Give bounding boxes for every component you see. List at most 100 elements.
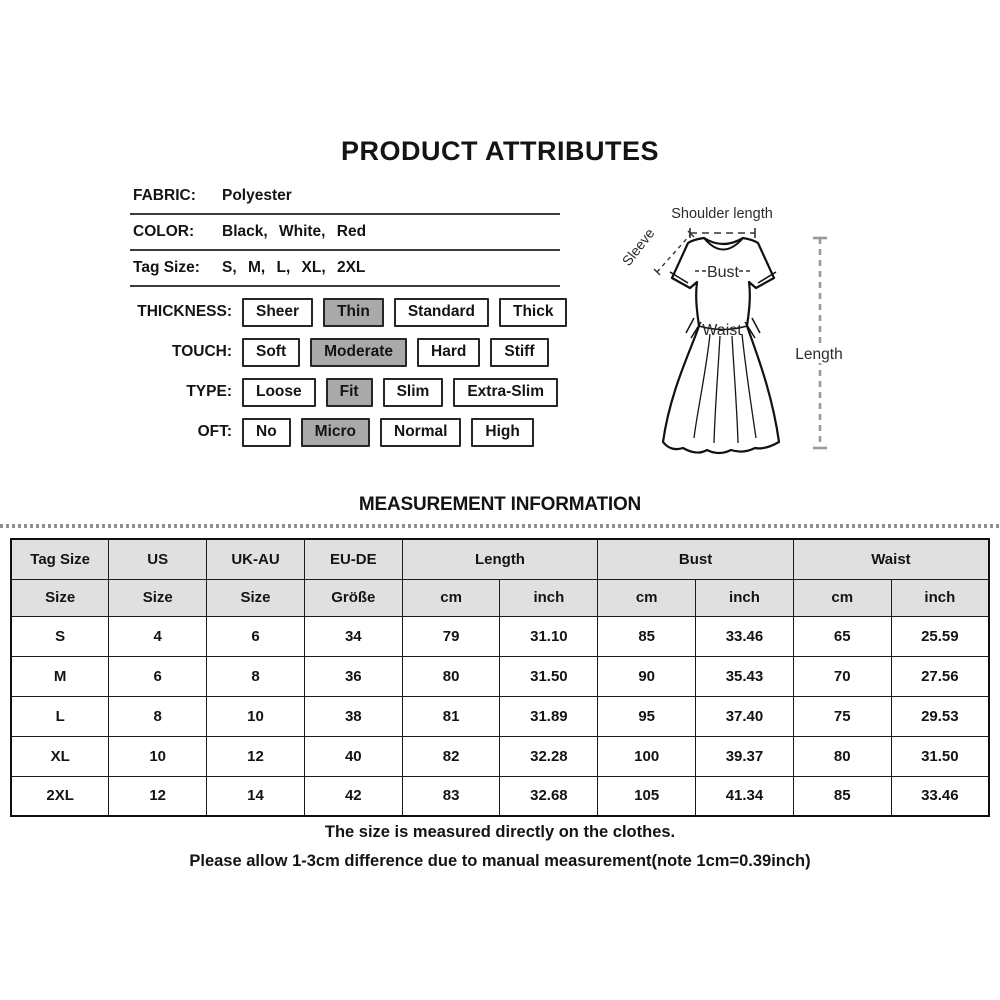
chip-option: No [242, 417, 291, 447]
table-cell: L [10, 695, 110, 737]
chip-option-selected: Moderate [310, 337, 408, 367]
attr-value: Black, White, Red [222, 223, 367, 240]
chip-option-selected: Fit [325, 377, 373, 407]
table-cell: 65 [792, 615, 892, 657]
table-cell: 31.50 [499, 655, 599, 697]
diagram-label-shoulder: Shoulder length [671, 206, 773, 222]
diagram-label-bust: Bust [707, 264, 740, 281]
table-header-row-1: Tag Size US UK-AU EU-DE Length Bust Wais… [10, 538, 990, 580]
page-title: PRODUCT ATTRIBUTES [341, 136, 659, 166]
table-header-cell: UK-AU [206, 538, 305, 580]
table-cell: 12 [206, 735, 305, 777]
table-cell: 31.10 [499, 615, 599, 657]
attr-label: Tag Size: [133, 259, 200, 276]
chip-option: Normal [380, 417, 462, 447]
table-cell: 6 [206, 615, 305, 657]
table-cell: 82 [401, 735, 501, 777]
table-header-cell: EU-DE [303, 538, 403, 580]
table-cell: 33.46 [890, 775, 990, 817]
attribute-chip-section: THICKNESS: Sheer Thin Standard Thick TOU… [112, 297, 568, 457]
chip-option-selected: Micro [300, 417, 371, 447]
table-cell: 81 [401, 695, 501, 737]
size-table: Tag Size US UK-AU EU-DE Length Bust Wais… [10, 538, 990, 817]
attr-row-fabric: FABRIC: Polyester [130, 186, 560, 215]
chip-option: Hard [417, 337, 481, 367]
table-cell: 80 [401, 655, 501, 697]
table-cell: 29.53 [890, 695, 990, 737]
dotted-divider [0, 524, 1000, 528]
note-line: The size is measured directly on the clo… [324, 823, 676, 841]
table-header-cell: Größe [303, 578, 403, 617]
table-cell: 105 [597, 775, 697, 817]
table-cell: 95 [597, 695, 697, 737]
chip-row-label: TOUCH: [172, 343, 232, 360]
table-cell: 34 [303, 615, 403, 657]
table-cell: 32.28 [499, 735, 599, 777]
diagram-label-sleeve: Sleeve [619, 225, 658, 269]
table-cell: 31.89 [499, 695, 599, 737]
table-cell: 10 [108, 735, 208, 777]
chip-option: Sheer [242, 297, 314, 327]
chip-option: Stiff [490, 337, 549, 367]
table-cell: 80 [792, 735, 892, 777]
table-cell: 38 [303, 695, 403, 737]
table-header-cell: cm [597, 578, 697, 617]
table-cell: 83 [401, 775, 501, 817]
table-row: M 6 8 36 80 31.50 90 35.43 70 27.56 [10, 655, 990, 697]
table-cell: 32.68 [499, 775, 599, 817]
product-attributes-section: FABRIC: Polyester COLOR: Black, White, R… [130, 186, 560, 294]
chip-row-label: THICKNESS: [137, 303, 232, 320]
table-cell: 2XL [10, 775, 110, 817]
table-header-cell: cm [792, 578, 892, 617]
table-header-cell: Size [108, 578, 208, 617]
table-header-cell: inch [890, 578, 990, 617]
diagram-label-waist: Waist [702, 322, 742, 339]
measurement-notes: The size is measured directly on the clo… [0, 818, 1000, 876]
table-cell: 4 [108, 615, 208, 657]
table-row: S 4 6 34 79 31.10 85 33.46 65 25.59 [10, 615, 990, 657]
table-header-cell: Size [206, 578, 305, 617]
table-header-cell: cm [401, 578, 501, 617]
table-cell: 75 [792, 695, 892, 737]
table-cell: 6 [108, 655, 208, 697]
table-cell: 42 [303, 775, 403, 817]
table-header-cell: Length [401, 538, 599, 580]
attr-label: COLOR: [133, 223, 195, 240]
table-header-row-2: Size Size Size Größe cm inch cm inch cm … [10, 578, 990, 617]
table-header-cell: US [108, 538, 208, 580]
chip-option: Loose [242, 377, 316, 407]
table-cell: S [10, 615, 110, 657]
table-cell: 33.46 [695, 615, 794, 657]
chip-option: Slim [382, 377, 444, 407]
table-row: L 8 10 38 81 31.89 95 37.40 75 29.53 [10, 695, 990, 737]
chip-row-thickness: THICKNESS: Sheer Thin Standard Thick [112, 297, 568, 327]
table-cell: XL [10, 735, 110, 777]
attr-value: Polyester [222, 187, 292, 204]
table-header-cell: Bust [597, 538, 794, 580]
table-row: XL 10 12 40 82 32.28 100 39.37 80 31.50 [10, 735, 990, 777]
dress-diagram: Shoulder length Sleeve Bust Waist [619, 206, 846, 455]
table-cell: 37.40 [695, 695, 794, 737]
table-cell: 90 [597, 655, 697, 697]
table-header-cell: Waist [792, 538, 990, 580]
chip-row-label: TYPE: [186, 383, 232, 400]
table-cell: 27.56 [890, 655, 990, 697]
attr-label: FABRIC: [133, 187, 196, 204]
chip-option: Thick [499, 297, 568, 327]
table-row: 2XL 12 14 42 83 32.68 105 41.34 85 33.46 [10, 775, 990, 817]
chip-row-touch: TOUCH: Soft Moderate Hard Stiff [112, 337, 567, 367]
table-cell: 39.37 [695, 735, 794, 777]
measurement-section-title: MEASUREMENT INFORMATION [358, 494, 642, 515]
attr-row-color: COLOR: Black, White, Red [130, 222, 560, 251]
table-cell: 35.43 [695, 655, 794, 697]
chip-option: High [471, 417, 534, 447]
chip-row-oft: OFT: No Micro Normal High [112, 417, 567, 447]
chip-option-selected: Thin [323, 297, 384, 327]
table-cell: 40 [303, 735, 403, 777]
table-cell: 12 [108, 775, 208, 817]
table-cell: 79 [401, 615, 501, 657]
table-cell: 14 [206, 775, 305, 817]
table-cell: 8 [108, 695, 208, 737]
chip-row-type: TYPE: Loose Fit Slim Extra-Slim [112, 377, 567, 407]
table-cell: 36 [303, 655, 403, 697]
